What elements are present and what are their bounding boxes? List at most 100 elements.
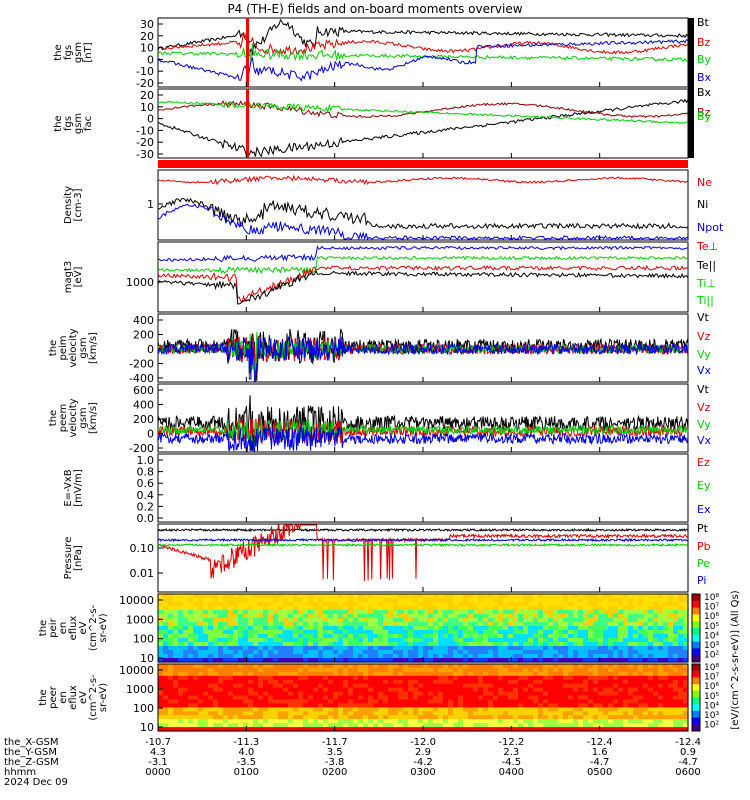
series-pi xyxy=(157,537,689,543)
series-bz xyxy=(157,31,689,56)
legend-entry: By xyxy=(697,110,712,123)
tick-label: 200 xyxy=(133,329,154,342)
colorbar-label: [eV/(cm^2-s-sr-eV)] (All Qs) xyxy=(730,590,741,729)
ylabel-line: eflux xyxy=(68,685,79,710)
tick-label: 20 xyxy=(140,89,154,102)
panel-fgs-fac xyxy=(157,88,689,159)
tick-label: 20 xyxy=(140,30,154,43)
ylabel-line: peem xyxy=(58,404,69,432)
tick-label: 1000 xyxy=(126,683,154,696)
ylabel-line: the xyxy=(48,410,59,426)
panel-axis-peer-spec: the peer en eflux eV (cm^2-s-sr-eV) 10000 1000 1… xyxy=(38,664,163,734)
panel-frame xyxy=(157,88,689,159)
tick-label: -200 xyxy=(129,358,154,371)
ephemeris-value: -4.5 xyxy=(502,757,522,768)
ylabel-line: E=-VxB xyxy=(63,469,74,506)
legend-entry: Pb xyxy=(697,540,711,553)
legend-entry: Vy xyxy=(697,418,711,431)
colorbar-tick: 10⁷ xyxy=(704,603,719,613)
ephemeris-value: -11.7 xyxy=(322,737,348,748)
ylabel-line: peir xyxy=(48,617,59,637)
ephemeris-value: -10.7 xyxy=(145,737,171,748)
tick-label: 1000 xyxy=(126,613,154,626)
ephemeris-value: 0300 xyxy=(410,767,435,778)
tick-label: 600 xyxy=(133,384,154,397)
ephemeris-label: the_X-GSM xyxy=(4,737,58,748)
tick-label: -20 xyxy=(136,77,154,90)
panel-axis-peir-spec: the peir en eflux eV (cm^2-s-sr-eV) 10000 1000 1… xyxy=(38,594,163,665)
ylabel-line: [km/s] xyxy=(88,402,99,434)
panel-pressure xyxy=(157,523,689,593)
tick-label: 100 xyxy=(133,633,154,646)
ephemeris-value: 0000 xyxy=(145,767,170,778)
legend-entry: Pe xyxy=(697,557,710,570)
panel-axis-pressure: Pressure [nPa] 0.10 0.01 Pt Pb Pe Pi xyxy=(63,522,711,587)
legend-entry: Bx xyxy=(697,71,712,84)
ylabel-line: gsm xyxy=(78,337,89,358)
series-vx xyxy=(157,335,689,382)
spike-marker xyxy=(246,18,249,87)
tick-label: 0.8 xyxy=(137,466,155,479)
ephemeris-value: 0200 xyxy=(322,767,347,778)
colorbar-tick: 10² xyxy=(704,721,719,731)
colorbar-tick: 10³ xyxy=(704,641,719,651)
tick-label: 10000 xyxy=(119,594,154,607)
tick-label: 10 xyxy=(140,101,154,114)
side-strip xyxy=(688,18,694,158)
ephemeris-value: 4.0 xyxy=(238,747,254,758)
ylabel-line: eflux xyxy=(68,616,79,641)
series-bt xyxy=(157,18,689,59)
ephemeris-value: 0400 xyxy=(499,767,524,778)
legend-entry: Vt xyxy=(697,311,710,324)
series-pe xyxy=(157,542,689,548)
spike-marker xyxy=(246,89,249,158)
legend-entry: Ne xyxy=(697,176,712,189)
ephemeris-value: -12.0 xyxy=(410,737,436,748)
tick-label: 100 xyxy=(133,702,154,715)
ylabel-line: gsm xyxy=(73,113,84,134)
legend-entry: Vx xyxy=(697,364,712,377)
panel-temperature xyxy=(157,241,689,313)
ephemeris-value: -12.2 xyxy=(498,737,524,748)
ylabel-line: fgs xyxy=(63,45,74,60)
legend-entry: Ey xyxy=(697,479,711,492)
legend-entry: By xyxy=(697,53,712,66)
tick-label: 0 xyxy=(147,113,154,126)
legend-entry: Npot xyxy=(697,221,724,234)
tick-label: 10 xyxy=(140,42,154,55)
tick-label: 0 xyxy=(147,343,154,356)
tick-label: 1000 xyxy=(126,276,154,289)
ylabel-line: the xyxy=(48,340,59,356)
legend-entry: Pi xyxy=(697,574,706,587)
series-ti-par xyxy=(157,264,689,303)
ephemeris-value: -3.5 xyxy=(237,757,257,768)
ylabel-line: en xyxy=(58,622,69,635)
tick-label: 30 xyxy=(140,18,154,31)
legend-entry: Ex xyxy=(697,503,711,516)
tick-label: 0.6 xyxy=(137,477,155,490)
ephemeris-label: the_Y-GSM xyxy=(4,747,57,758)
tick-label: 400 xyxy=(133,399,154,412)
ephemeris-value: 3.5 xyxy=(327,747,343,758)
ylabel-line: fac xyxy=(83,116,94,131)
legend-entry: Vy xyxy=(697,348,711,361)
ephemeris-value: 1.6 xyxy=(592,747,608,758)
colorbar-tick: 10³ xyxy=(704,711,719,721)
series-ti-perp xyxy=(157,255,689,275)
tick-label: 10 xyxy=(140,721,154,734)
date-label: 2024 Dec 09 xyxy=(4,777,68,788)
tick-label: 400 xyxy=(133,314,154,327)
panel-peir-spec xyxy=(157,593,689,663)
ephemeris-value: 2.9 xyxy=(415,747,431,758)
tick-label: -30 xyxy=(136,148,154,161)
colorbar-tick: 10⁶ xyxy=(704,612,719,622)
ylabel-line: (cm^2-s- xyxy=(88,604,99,651)
ephemeris: the_X-GSM -10.7 -11.3 -11.7 -12.0 -12.2 -12.4 -… xyxy=(4,737,701,788)
plot-title: P4 (TH-E) fields and on-board moments ov… xyxy=(227,2,522,16)
legend-entry: Te|| xyxy=(696,259,716,272)
tick-label: 0.10 xyxy=(130,542,155,555)
ephemeris-value: -3.1 xyxy=(148,757,168,768)
